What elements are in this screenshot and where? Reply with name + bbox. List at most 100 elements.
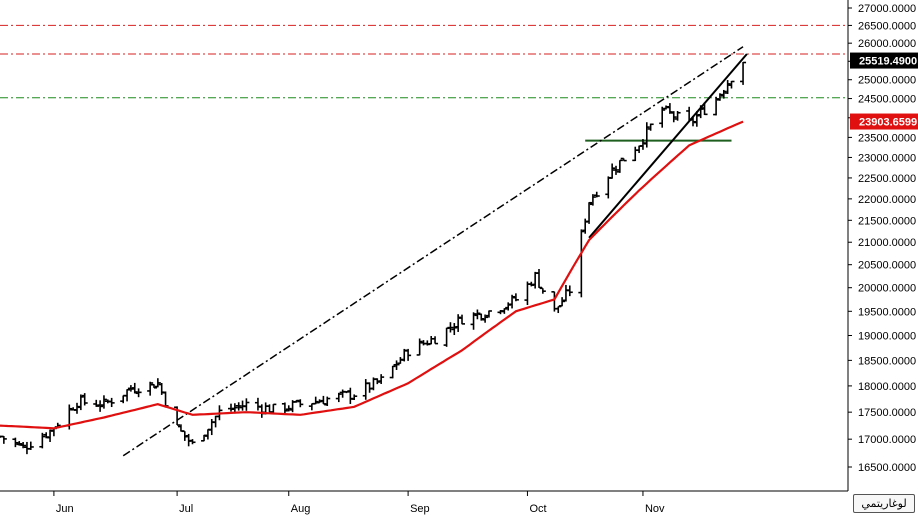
ohlc-bar	[20, 441, 27, 449]
ohlc-bar	[474, 309, 481, 320]
ohlc-bar	[266, 404, 273, 413]
x-tick-label: Nov	[645, 503, 665, 515]
ohlc-bar	[620, 157, 627, 162]
trendline	[122, 46, 744, 457]
ohlc-bar	[593, 191, 600, 198]
y-tick-label: 22500.0000	[858, 173, 916, 185]
ohlc-bar	[351, 394, 358, 400]
ohlc-bar	[108, 397, 115, 408]
ohlc-bar	[405, 348, 412, 361]
ohlc-bar	[536, 268, 542, 289]
ohlc-bar	[690, 116, 696, 127]
y-tick-label: 19000.0000	[858, 331, 916, 343]
ohlc-bar	[189, 439, 196, 445]
price-tag-box	[850, 52, 918, 69]
ohlc-bar	[120, 394, 127, 404]
ohlc-bar	[228, 403, 234, 412]
ohlc-bar	[131, 382, 138, 394]
ohlc-bar	[316, 399, 323, 404]
ohlc-bar	[393, 360, 400, 370]
ohlc-bar	[389, 365, 396, 379]
ohlc-bar	[589, 194, 596, 206]
ma-tag-text: 23903.6599	[859, 117, 917, 129]
ohlc-bar	[204, 428, 211, 440]
y-tick-label: 18000.0000	[858, 381, 916, 393]
ohlc-bar	[77, 394, 84, 411]
x-axis: Jun Jul Aug Sep Oct Nov	[53, 491, 665, 515]
ohlc-bar	[697, 105, 704, 119]
ohlc-bar	[512, 293, 519, 302]
ohlc-bar	[455, 314, 462, 332]
ohlc-bar	[578, 229, 585, 298]
y-tick-label: 21000.0000	[858, 237, 916, 249]
ohlc-bar	[243, 398, 250, 411]
ohlc-bar	[181, 430, 188, 441]
trendline	[588, 53, 748, 239]
ohlc-bar	[443, 327, 450, 347]
ohlc-bar	[485, 310, 492, 318]
ohlc-bar	[670, 111, 677, 123]
ohlc-bar	[347, 387, 354, 404]
ohlc-bar	[81, 393, 88, 406]
y-tick-label: 24500.0000	[858, 94, 916, 106]
ohlc-bar	[235, 402, 242, 411]
ohlc-bar	[674, 111, 681, 121]
ohlc-bar	[74, 402, 80, 414]
y-tick-label: 20500.0000	[858, 260, 916, 272]
ohlc-bar	[151, 383, 157, 389]
ohlc-bar	[335, 392, 342, 403]
ohlc-bar	[297, 399, 304, 408]
y-axis: 27000.000026500.000026000.000025500.0000…	[848, 3, 916, 474]
ohlc-bar	[566, 285, 573, 297]
ohlc-bar	[320, 395, 327, 405]
ohlc-bar	[312, 396, 319, 405]
x-tick-label: Sep	[410, 503, 430, 515]
ohlc-bar	[432, 336, 439, 345]
y-tick-label: 23500.0000	[858, 132, 916, 144]
ohlc-bar	[740, 61, 747, 85]
y-tick-label: 20000.0000	[858, 283, 916, 295]
ohlc-bar	[343, 391, 350, 394]
ohlc-bar	[509, 294, 516, 309]
ohlc-bar	[100, 395, 107, 409]
ohlc-bar	[720, 89, 727, 99]
ohlc-bar	[459, 314, 465, 325]
ohlc-bar	[378, 374, 385, 384]
ohlc-bar	[293, 399, 300, 403]
ohlc-bar	[324, 396, 331, 407]
ohlc-bar	[374, 378, 381, 385]
x-tick-label: Aug	[291, 503, 311, 515]
y-tick-label: 21500.0000	[858, 215, 916, 227]
ohlc-bar	[254, 397, 261, 411]
ohlc-bar	[724, 80, 731, 94]
ohlc-bar	[23, 441, 30, 455]
y-tick-label: 16500.0000	[858, 462, 916, 474]
ohlc-bar	[0, 435, 7, 444]
ohlc-bar	[643, 122, 650, 148]
ohlc-bar	[93, 399, 100, 407]
y-tick-label: 18500.0000	[858, 355, 916, 367]
price-tag: 25519.4900	[850, 52, 918, 69]
ohlc-bar	[12, 437, 19, 448]
ohlc-bar	[258, 404, 265, 418]
ohlc-bar	[208, 418, 215, 436]
price-tag-text: 25519.4900	[859, 56, 917, 68]
ohlc-bar	[281, 402, 288, 415]
ohlc-bar	[666, 103, 673, 114]
log-scale-button[interactable]: لوغاريتمي	[853, 494, 915, 513]
ohlc-bar	[559, 297, 566, 307]
ohlc-bar	[713, 96, 720, 116]
ohlc-bar	[470, 312, 477, 330]
y-tick-label: 19500.0000	[858, 306, 916, 318]
ohlc-bar	[586, 201, 593, 224]
ohlc-bar	[428, 336, 435, 345]
x-tick-label: Oct	[529, 503, 546, 515]
ohlc-bar	[482, 314, 489, 323]
ohlc-bar	[613, 165, 619, 175]
ohlc-bar	[636, 145, 643, 154]
y-tick-label: 23000.0000	[858, 152, 916, 164]
ohlc-bar	[447, 322, 454, 333]
ohlc-bar	[135, 388, 142, 398]
ohlc-bar	[27, 441, 34, 450]
